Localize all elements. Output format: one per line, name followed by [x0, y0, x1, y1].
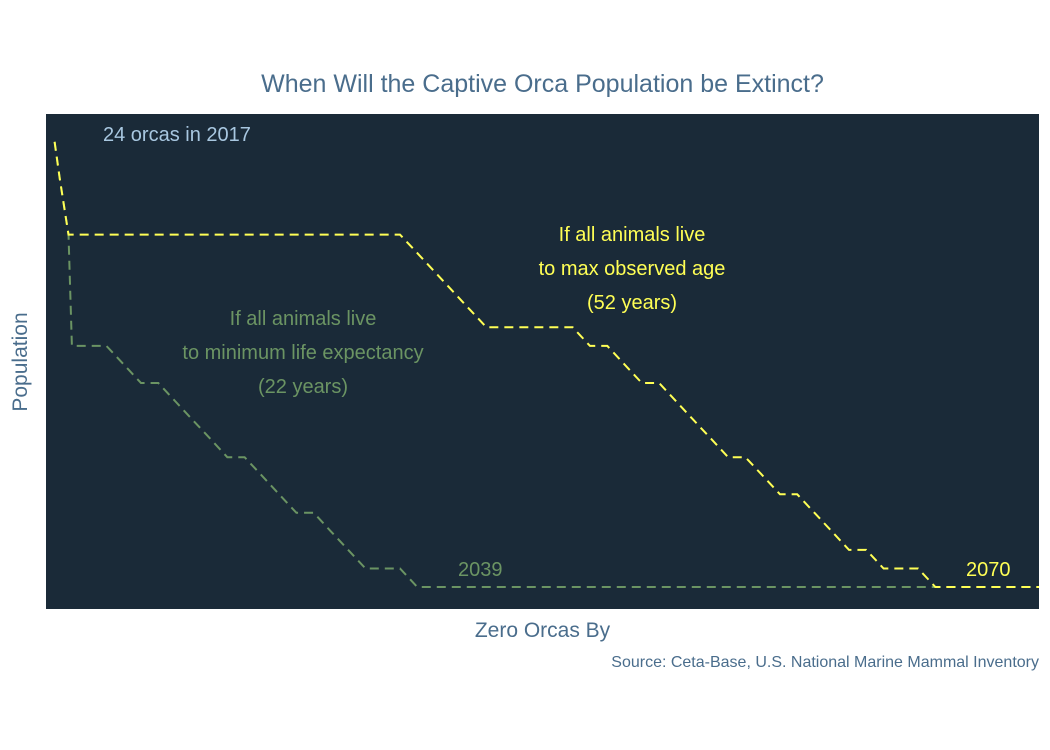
max-age-end-label: 2070	[966, 559, 1011, 581]
chart-title: When Will the Captive Orca Population be…	[261, 70, 824, 98]
start-annotation: 24 orcas in 2017	[103, 124, 251, 146]
max-age-line	[53, 141, 1039, 588]
min-life-annotation-line-2: to minimum life expectancy	[182, 342, 424, 364]
population-chart	[53, 141, 1039, 588]
min-life-end-label: 2039	[458, 559, 503, 581]
plot-area: 24 orcas in 2017 If all animals live to …	[46, 114, 1039, 609]
min-life-annotation-line-3: (22 years)	[257, 376, 349, 398]
y-axis-label: Population	[9, 312, 32, 412]
max-age-annotation: If all animals live to max observed age …	[539, 218, 726, 320]
min-life-line	[53, 141, 1039, 588]
x-axis-label: Zero Orcas By	[474, 619, 611, 642]
max-age-annotation-line-3: (52 years)	[586, 292, 678, 314]
source-note: Source: Ceta-Base, U.S. National Marine …	[611, 654, 1039, 671]
max-age-annotation-line-2: to max observed age	[538, 258, 726, 280]
min-life-annotation-line-1: If all animals live	[229, 308, 377, 330]
min-life-annotation: If all animals live to minimum life expe…	[182, 302, 423, 404]
max-age-annotation-line-1: If all animals live	[558, 224, 706, 246]
